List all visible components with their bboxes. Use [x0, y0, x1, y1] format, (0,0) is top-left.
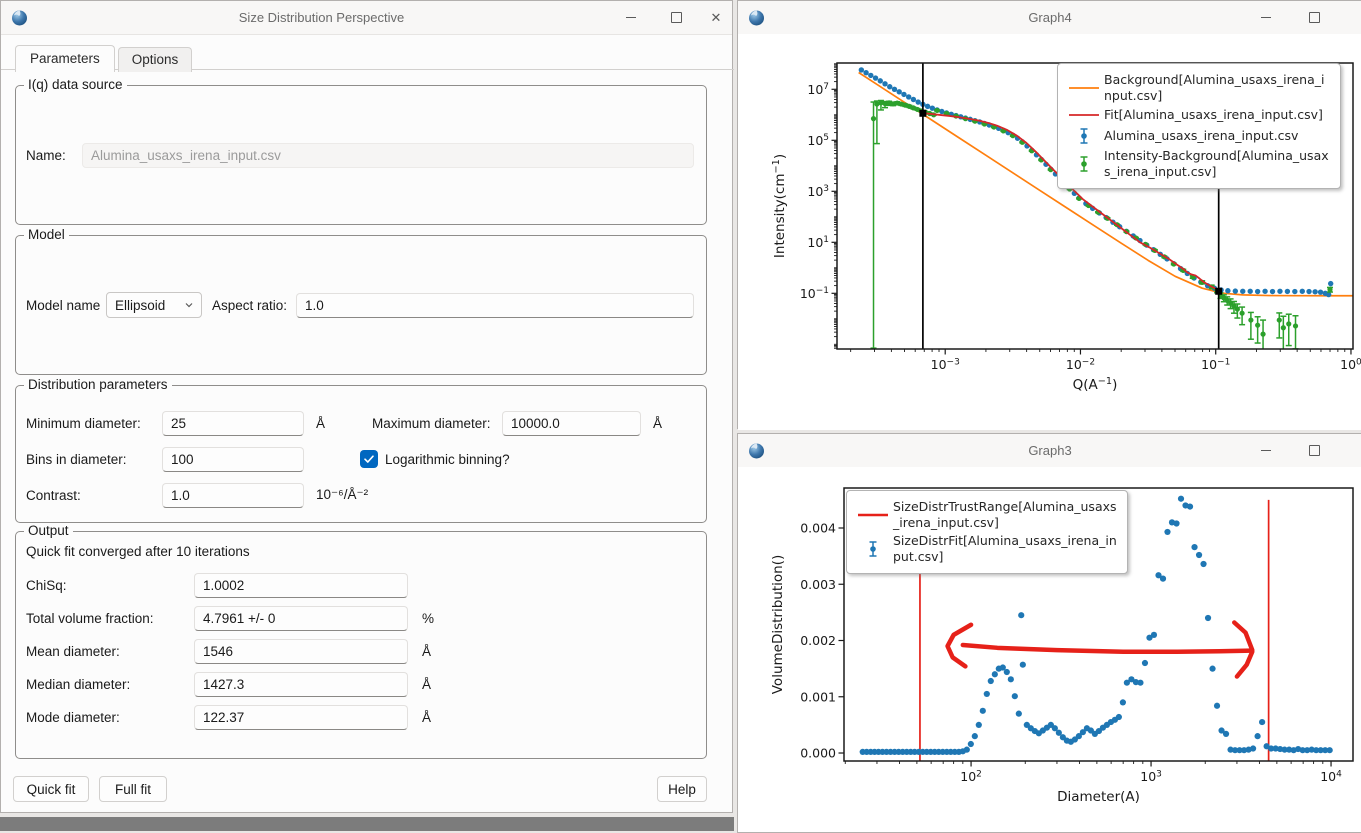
bins-input[interactable]: [162, 446, 304, 472]
max-diameter-input[interactable]: [502, 410, 641, 436]
maximize-icon[interactable]: [1294, 1, 1334, 33]
maximize-icon[interactable]: [1294, 434, 1334, 466]
bins-label: Bins in diameter:: [26, 451, 127, 467]
app-icon: [749, 10, 764, 26]
group-distribution-parameters: Distribution parameters Minimum diameter…: [15, 377, 707, 523]
errorbar-sample-icon: [1064, 154, 1104, 174]
errorbar-sample-icon: [853, 539, 893, 559]
graph4-legend[interactable]: Background[Alumina_usaxs_irena_input.csv…: [1057, 63, 1341, 189]
mean-diameter-input[interactable]: [194, 638, 408, 664]
model-name-value: Ellipsoid: [115, 297, 166, 313]
group-output-label: Output: [24, 523, 73, 538]
graph3-plot-canvas[interactable]: [738, 467, 1361, 832]
line-sample-icon: [1064, 106, 1104, 124]
app-icon: [749, 443, 764, 459]
mean-diameter-unit: Å: [422, 643, 432, 659]
group-iq-data-source-label: I(q) data source: [24, 77, 127, 92]
graph3-legend[interactable]: SizeDistrTrustRange[Alumina_usaxs_irena_…: [846, 490, 1128, 574]
line-sample-icon: [1064, 79, 1104, 97]
model-name-label: Model name: [26, 297, 101, 313]
help-button[interactable]: Help: [657, 776, 707, 802]
errorbar-sample-icon: [1064, 126, 1104, 146]
contrast-unit: 10⁻⁶/Å⁻²: [316, 487, 369, 502]
minimize-icon[interactable]: [1246, 434, 1286, 466]
legend-item-data: Alumina_usaxs_irena_input.csv: [1064, 126, 1332, 146]
minimize-icon[interactable]: [611, 1, 651, 33]
chisq-label: ChiSq:: [26, 577, 67, 593]
graph3-window: Graph3 SizeDistrTrustRange[Alumina_usaxs…: [737, 433, 1361, 833]
min-diameter-unit: Å: [316, 415, 326, 431]
window-title: Graph3: [1028, 443, 1072, 458]
model-name-select[interactable]: Ellipsoid: [106, 292, 202, 318]
tab-parameters[interactable]: Parameters: [15, 45, 115, 72]
legend-item-sizedistr-fit: SizeDistrFit[Alumina_usaxs_irena_input.c…: [853, 533, 1119, 565]
full-fit-button[interactable]: Full fit: [99, 776, 167, 802]
window-title: Size Distribution Perspective: [238, 10, 405, 25]
contrast-label: Contrast:: [26, 487, 81, 503]
mode-diameter-input[interactable]: [194, 704, 408, 730]
legend-item-intensity-minus-background: Intensity-Background[Alumina_usaxs_irena…: [1064, 148, 1332, 180]
volume-fraction-input[interactable]: [194, 605, 408, 631]
window-title: Graph4: [1028, 10, 1072, 25]
check-icon: [364, 455, 374, 463]
median-diameter-input[interactable]: [194, 671, 408, 697]
tab-options[interactable]: Options: [117, 47, 193, 72]
mode-diameter-unit: Å: [422, 709, 432, 725]
mode-diameter-label: Mode diameter:: [26, 709, 120, 725]
aspect-ratio-input[interactable]: [296, 292, 694, 318]
legend-item-fit: Fit[Alumina_usaxs_irena_input.csv]: [1064, 106, 1332, 124]
logarithmic-binning-checkbox[interactable]: [360, 450, 378, 468]
mean-diameter-label: Mean diameter:: [26, 643, 120, 659]
legend-item-trust-range: SizeDistrTrustRange[Alumina_usaxs_irena_…: [853, 499, 1119, 531]
app-icon: [12, 10, 27, 26]
size-distribution-window: Size Distribution Perspective ✕ Paramete…: [0, 0, 734, 813]
min-diameter-label: Minimum diameter:: [26, 415, 141, 431]
data-source-name-field[interactable]: [82, 142, 694, 168]
group-model: Model Model name Ellipsoid Aspect ratio:: [15, 227, 707, 375]
chevron-down-icon: [185, 303, 193, 308]
min-diameter-input[interactable]: [162, 410, 304, 436]
aspect-ratio-label: Aspect ratio:: [212, 297, 288, 313]
chisq-input[interactable]: [194, 572, 408, 598]
group-model-label: Model: [24, 227, 69, 242]
minimize-icon[interactable]: [1246, 1, 1286, 33]
median-diameter-label: Median diameter:: [26, 676, 131, 692]
maximize-icon[interactable]: [656, 1, 696, 33]
graph3-titlebar[interactable]: Graph3: [738, 434, 1361, 468]
size-distribution-titlebar[interactable]: Size Distribution Perspective ✕: [1, 1, 732, 35]
graph4-titlebar[interactable]: Graph4: [738, 1, 1361, 35]
tab-bar: Parameters Options: [15, 45, 195, 72]
group-output: Output Quick fit converged after 10 iter…: [15, 523, 707, 759]
tab-panel-border: [1, 69, 734, 70]
legend-item-background: Background[Alumina_usaxs_irena_input.csv…: [1064, 72, 1332, 104]
group-distribution-parameters-label: Distribution parameters: [24, 377, 172, 392]
volume-fraction-label: Total volume fraction:: [26, 610, 154, 626]
graph4-window: Graph4 Background[Alumina_usaxs_irena_in…: [737, 0, 1361, 430]
logarithmic-binning-label: Logarithmic binning?: [385, 451, 510, 467]
median-diameter-unit: Å: [422, 676, 432, 692]
taskbar[interactable]: [0, 817, 734, 831]
name-label: Name:: [26, 147, 66, 163]
max-diameter-unit: Å: [653, 415, 663, 431]
line-sample-icon: [853, 506, 893, 524]
max-diameter-label: Maximum diameter:: [372, 415, 491, 431]
contrast-input[interactable]: [162, 482, 304, 508]
fit-status-text: Quick fit converged after 10 iterations: [26, 544, 250, 559]
volume-fraction-unit: %: [422, 610, 435, 626]
group-iq-data-source: I(q) data source Name:: [15, 77, 707, 225]
quick-fit-button[interactable]: Quick fit: [13, 776, 89, 802]
close-icon[interactable]: ✕: [710, 9, 722, 25]
